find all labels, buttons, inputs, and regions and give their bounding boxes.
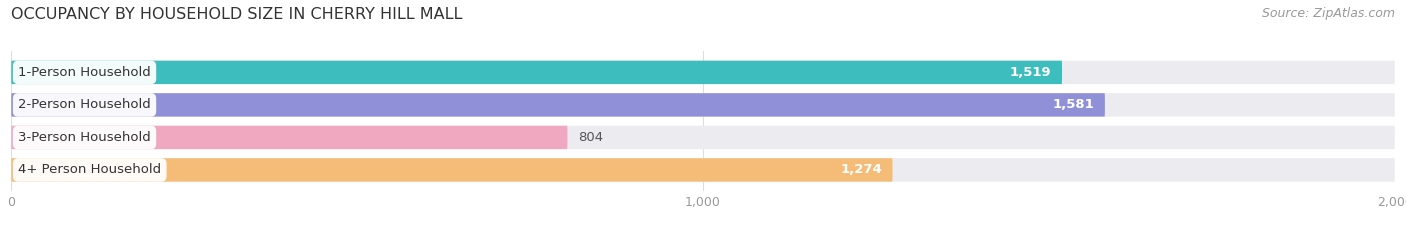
FancyBboxPatch shape (11, 158, 893, 182)
FancyBboxPatch shape (11, 126, 568, 149)
Text: 3-Person Household: 3-Person Household (18, 131, 150, 144)
FancyBboxPatch shape (11, 61, 1062, 84)
FancyBboxPatch shape (11, 93, 1395, 116)
Text: 4+ Person Household: 4+ Person Household (18, 163, 162, 176)
FancyBboxPatch shape (11, 61, 1395, 84)
FancyBboxPatch shape (11, 93, 1105, 116)
Text: 1,519: 1,519 (1010, 66, 1052, 79)
Text: 1,581: 1,581 (1053, 98, 1094, 111)
Text: OCCUPANCY BY HOUSEHOLD SIZE IN CHERRY HILL MALL: OCCUPANCY BY HOUSEHOLD SIZE IN CHERRY HI… (11, 7, 463, 22)
Text: 1-Person Household: 1-Person Household (18, 66, 150, 79)
Text: 1,274: 1,274 (841, 163, 882, 176)
Text: 2-Person Household: 2-Person Household (18, 98, 150, 111)
FancyBboxPatch shape (11, 126, 1395, 149)
Text: Source: ZipAtlas.com: Source: ZipAtlas.com (1261, 7, 1395, 20)
Text: 804: 804 (578, 131, 603, 144)
FancyBboxPatch shape (11, 158, 1395, 182)
